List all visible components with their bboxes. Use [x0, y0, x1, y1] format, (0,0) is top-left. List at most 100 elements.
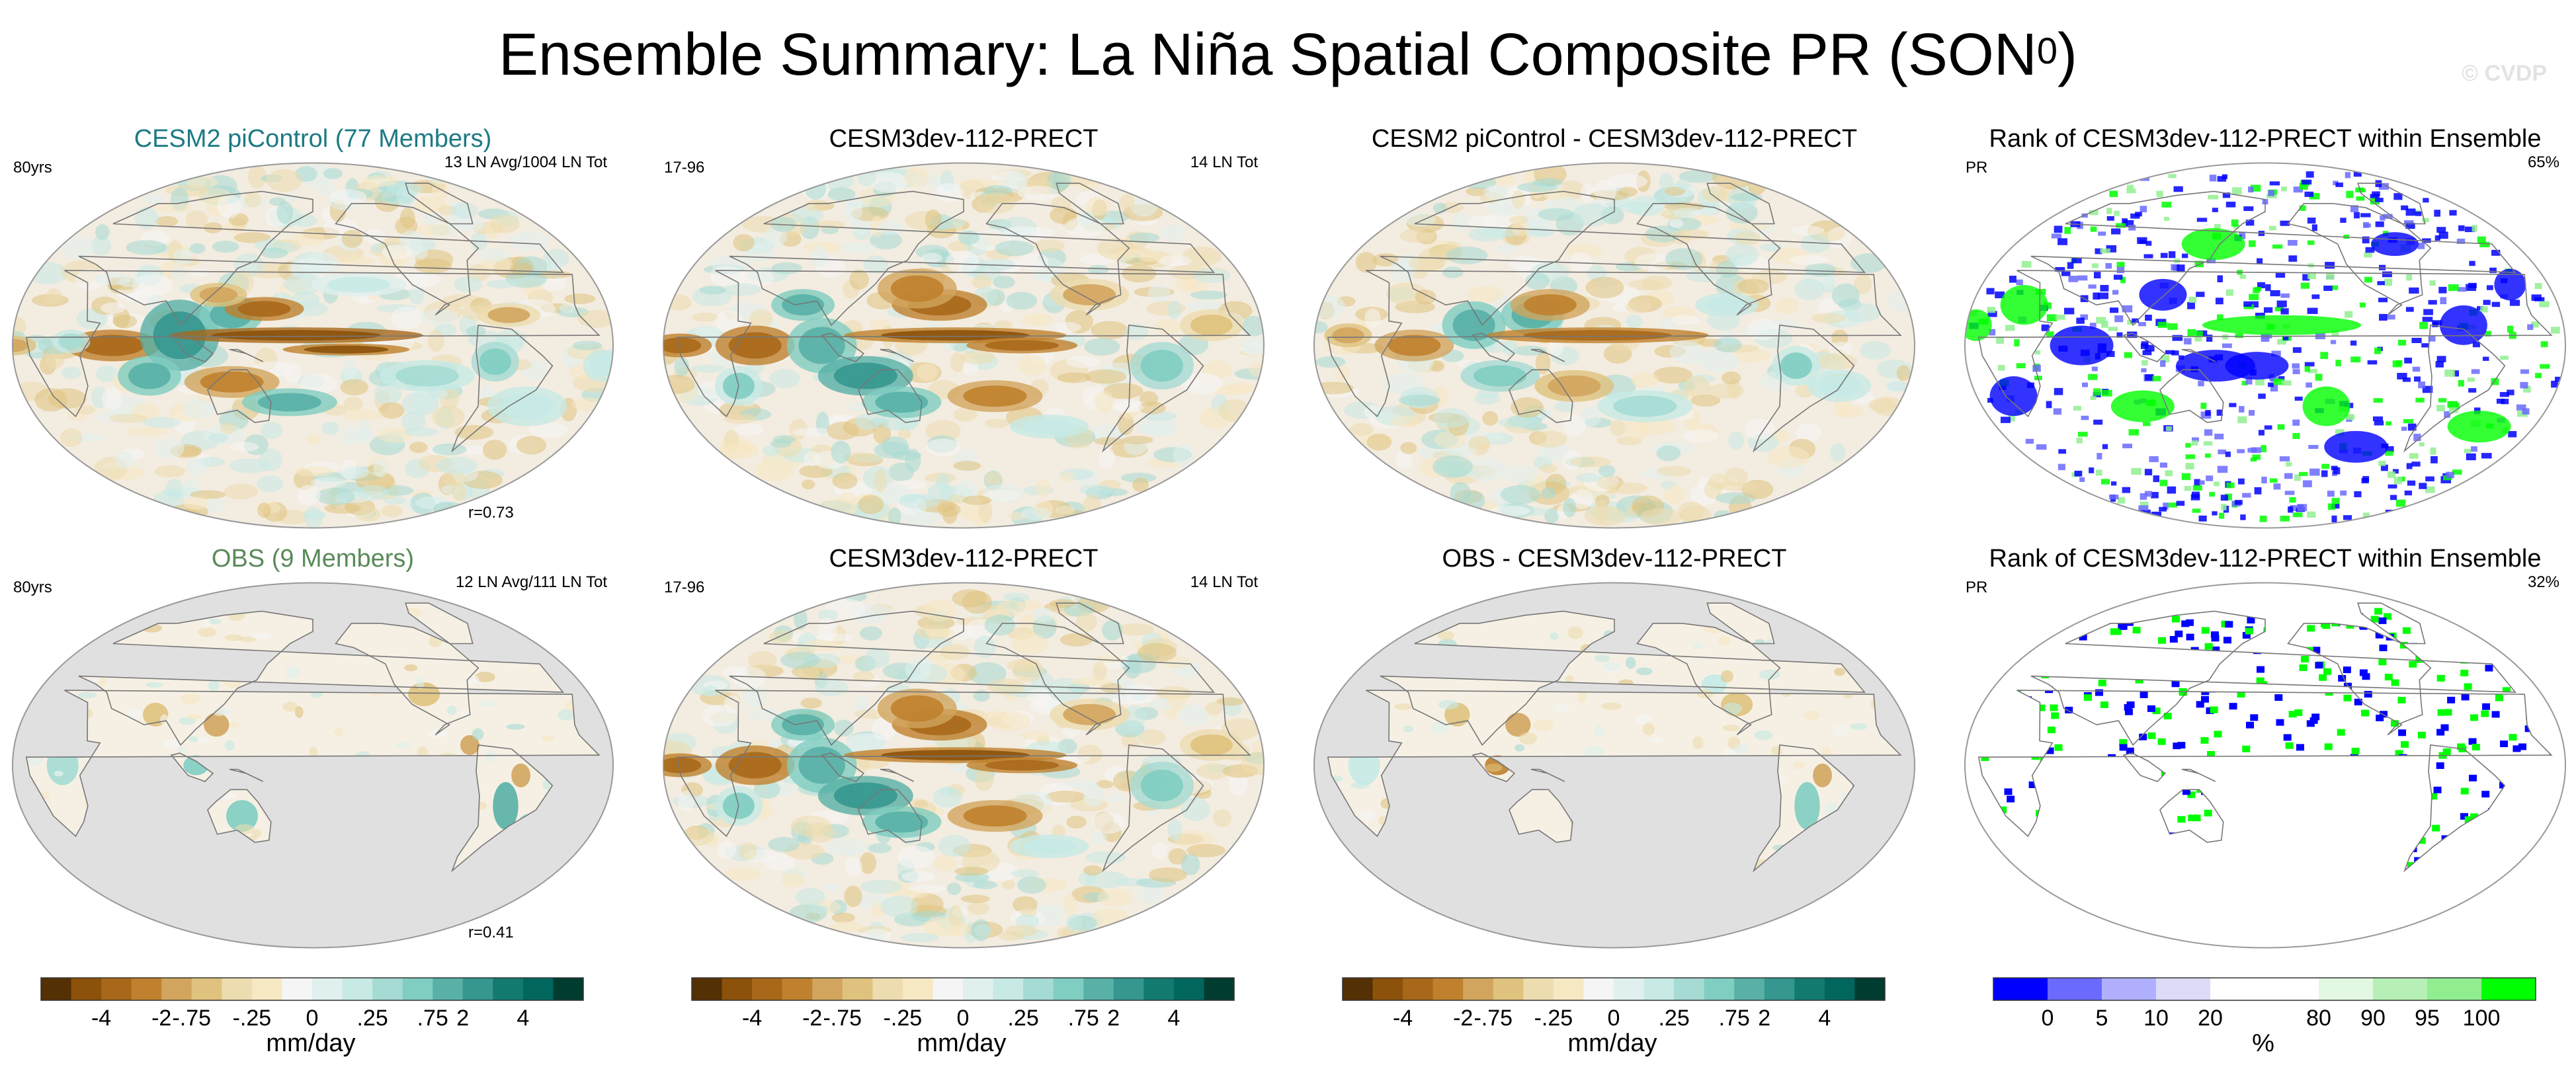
- colorbar-swatch: [2210, 978, 2265, 1000]
- colorbar-swatch: [41, 978, 72, 1000]
- colorbar-swatch: [2373, 978, 2428, 1000]
- colorbar-swatch: [1053, 978, 1084, 1000]
- map-panel: [1313, 582, 1915, 949]
- colorbar-tick-label: -2: [1453, 1006, 1474, 1031]
- colorbar-swatch: [493, 978, 524, 1000]
- colorbar-unit: mm/day: [917, 1029, 1007, 1057]
- colorbar-tick-label: .25: [356, 1006, 388, 1031]
- colorbar-tick-label: 0: [306, 1006, 319, 1031]
- colorbar-tick-label: 4: [517, 1006, 530, 1031]
- colorbar-swatch: [1403, 978, 1434, 1000]
- panel-right-label: 14 LN Tot: [1190, 573, 1258, 591]
- colorbar-swatch: [1583, 978, 1614, 1000]
- colorbar-tick-label: 4: [1818, 1006, 1831, 1031]
- panel-correlation: r=0.41: [468, 924, 514, 941]
- colorbar-swatch: [1493, 978, 1524, 1000]
- panel-right-label: 14 LN Tot: [1190, 153, 1258, 171]
- colorbar-unit: mm/day: [266, 1029, 356, 1057]
- colorbar-swatch: [752, 978, 783, 1000]
- colorbar-swatch: [1113, 978, 1144, 1000]
- panel-correlation: r=0.73: [468, 504, 514, 522]
- colorbar-tick-label: -.75: [1474, 1006, 1513, 1031]
- colorbar-swatch: [462, 978, 493, 1000]
- colorbar-tick-label: -4: [1392, 1006, 1413, 1031]
- panel-left-label: PR: [1966, 578, 1988, 596]
- colorbar-tick-label: 0: [2041, 1006, 2054, 1031]
- colorbar-tick-label: .25: [1658, 1006, 1690, 1031]
- colorbar-swatch: [812, 978, 843, 1000]
- map-panel: [1964, 582, 2566, 949]
- colorbar-tick-label: 0: [1607, 1006, 1620, 1031]
- colorbar-swatch: [963, 978, 994, 1000]
- colorbar-swatch: [2102, 978, 2157, 1000]
- colorbar-tick-label: -4: [91, 1006, 112, 1031]
- colorbar-swatch: [933, 978, 964, 1000]
- cvdp-watermark: © CVDP: [2462, 61, 2547, 86]
- colorbar-swatch: [2319, 978, 2374, 1000]
- colorbar-swatch: [1794, 978, 1825, 1000]
- map-panel: [1964, 162, 2566, 529]
- panel-title: OBS (9 Members): [211, 545, 415, 573]
- panel-title: CESM3dev-112-PRECT: [829, 545, 1099, 573]
- colorbar-tick-label: 5: [2095, 1006, 2108, 1031]
- colorbar-swatch: [2264, 978, 2319, 1000]
- map-panel: [663, 162, 1265, 529]
- colorbar-unit: mm/day: [1567, 1029, 1657, 1057]
- colorbar-swatch: [1372, 978, 1403, 1000]
- colorbar: [1342, 977, 1886, 1001]
- colorbar-tick-label: 20: [2198, 1006, 2223, 1031]
- map-panel: [1313, 162, 1915, 529]
- panel-right-label: 32%: [2527, 573, 2559, 591]
- colorbar-swatch: [1343, 978, 1374, 1000]
- panel-right-label: 65%: [2527, 153, 2559, 171]
- colorbar-swatch: [1083, 978, 1114, 1000]
- colorbar-swatch: [372, 978, 403, 1000]
- colorbar-tick-label: 2: [1107, 1006, 1120, 1031]
- panel-title: CESM2 piControl - CESM3dev-112-PRECT: [1371, 125, 1858, 153]
- colorbar-swatch: [1204, 978, 1235, 1000]
- colorbar-swatch: [842, 978, 873, 1000]
- colorbar-swatch: [71, 978, 102, 1000]
- colorbar-swatch: [1674, 978, 1705, 1000]
- figure-title: Ensemble Summary: La Niña Spatial Compos…: [498, 22, 2078, 88]
- colorbar-tick-label: -.25: [1534, 1006, 1573, 1031]
- colorbar-tick-label: -.75: [172, 1006, 212, 1031]
- colorbar-swatch: [1023, 978, 1054, 1000]
- colorbar-swatch: [1553, 978, 1584, 1000]
- colorbar-swatch: [1704, 978, 1735, 1000]
- colorbar-swatch: [872, 978, 903, 1000]
- colorbar-tick-label: 95: [2415, 1006, 2440, 1031]
- colorbar-swatch: [1824, 978, 1855, 1000]
- colorbar-tick-label: 0: [956, 1006, 970, 1031]
- colorbar-tick-label: .25: [1007, 1006, 1039, 1031]
- colorbar-tick-label: -2: [802, 1006, 823, 1031]
- panel-left-label: PR: [1966, 159, 1988, 177]
- colorbar-swatch: [722, 978, 753, 1000]
- colorbar-swatch: [1643, 978, 1675, 1000]
- colorbar-tick-label: 4: [1167, 1006, 1181, 1031]
- panel-left-label: 17-96: [664, 159, 705, 177]
- panel-title: CESM2 piControl (77 Members): [134, 125, 492, 153]
- colorbar: [691, 977, 1235, 1001]
- panel-left-label: 80yrs: [13, 159, 52, 177]
- colorbar-tick-label: 100: [2462, 1006, 2501, 1031]
- colorbar-swatch: [342, 978, 373, 1000]
- colorbar-swatch: [312, 978, 343, 1000]
- colorbar-swatch: [782, 978, 813, 1000]
- colorbar-swatch: [993, 978, 1024, 1000]
- colorbar-swatch: [1523, 978, 1554, 1000]
- colorbar-swatch: [692, 978, 723, 1000]
- panel-right-label: 12 LN Avg/111 LN Tot: [455, 573, 607, 591]
- panel-left-label: 17-96: [664, 578, 705, 596]
- colorbar-swatch: [1854, 978, 1886, 1000]
- colorbar-tick-label: 2: [456, 1006, 470, 1031]
- colorbar-unit: %: [2252, 1029, 2274, 1057]
- colorbar-swatch: [1463, 978, 1494, 1000]
- panel-title: CESM3dev-112-PRECT: [829, 125, 1099, 153]
- colorbar-swatch: [1993, 978, 2048, 1000]
- colorbar-swatch: [191, 978, 222, 1000]
- colorbar-tick-label: 90: [2360, 1006, 2386, 1031]
- colorbar-swatch: [131, 978, 162, 1000]
- panel-left-label: 80yrs: [13, 578, 52, 596]
- colorbar-tick-label: -4: [741, 1006, 763, 1031]
